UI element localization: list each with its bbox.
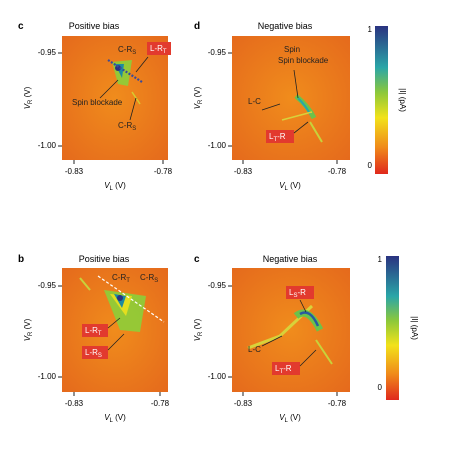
arrow-spin-blockade	[99, 79, 119, 99]
arrow-ls-r	[299, 299, 307, 313]
label-c-rs: C-RS	[140, 273, 158, 284]
label-l-c: L-C	[248, 345, 261, 354]
label-c-rs-bottom: C-RS	[118, 121, 136, 132]
arrow-lt-r	[299, 349, 317, 367]
panel-title: Negative bias	[263, 254, 318, 264]
arrow-l-c	[261, 103, 281, 111]
peak-spot	[117, 295, 123, 301]
x-axis-label: VL (V)	[104, 413, 126, 424]
panel-title: Positive bias	[79, 254, 130, 264]
y-tick-label: -1.00	[208, 372, 227, 381]
y-tick-label: -0.95	[208, 281, 227, 290]
x-tick-label: -0.78	[151, 399, 170, 408]
label-box-lt-r	[266, 130, 294, 143]
label-l-rs: L-RS	[85, 348, 102, 359]
x-tick-label: -0.78	[154, 167, 173, 176]
label-spin: Spin	[284, 45, 300, 54]
label-ls-r: LS-R	[289, 288, 306, 299]
panel-top-left: c Positive bias C-RS L-RT Spin blockade …	[18, 21, 173, 192]
colorbar-min: 0	[368, 161, 373, 170]
panel-title: Negative bias	[258, 21, 313, 31]
panel-letter: c	[194, 254, 200, 265]
x-tick-label: -0.78	[328, 167, 347, 176]
heatmap-background	[62, 268, 168, 392]
panel-top-right: d Negative bias Spin Spin blockade L-C L…	[193, 21, 350, 192]
x-tick-label: -0.83	[65, 167, 84, 176]
y-tick-label: -1.00	[208, 141, 227, 150]
high-current-line	[299, 311, 320, 327]
label-l-rt: L-RT	[150, 44, 167, 55]
colorbar-label: |I| (pA)	[398, 88, 407, 112]
label-c-rt: C-RT	[112, 273, 130, 284]
label-spin-blockade: Spin blockade	[278, 56, 329, 65]
colorbar	[375, 26, 388, 174]
arrow-l-rt	[107, 317, 121, 329]
y-axis-label: VR (V)	[193, 86, 204, 109]
panel-bottom-right: c Negative bias LS-R L-C LT-R -0.95 -1.0…	[193, 254, 350, 424]
colorbar-bottom: 1 0 |I| (pA)	[378, 255, 419, 400]
label-c-rs-top: C-RS	[118, 45, 136, 56]
faint-line	[79, 277, 91, 291]
x-tick-label: -0.83	[234, 399, 253, 408]
heatmap-background	[62, 36, 168, 160]
panel-title: Positive bias	[69, 21, 120, 31]
faint-line	[315, 339, 333, 365]
arrow-lt-r	[293, 121, 309, 134]
label-box-ls-r	[286, 286, 314, 299]
label-box-lt-r	[272, 362, 300, 375]
y-axis-label: VR (V)	[193, 318, 204, 341]
dashed-guide	[97, 275, 165, 323]
label-lt-r: LT-R	[275, 364, 292, 375]
colorbar-max: 1	[368, 25, 373, 34]
label-spin-blockade: Spin blockade	[72, 98, 123, 107]
label-lt-r: LT-R	[269, 132, 286, 143]
panel-letter: b	[18, 254, 24, 265]
y-tick-label: -1.00	[38, 141, 57, 150]
panel-bottom-left: b Positive bias C-RT C-RS L-RT L-RS -0.9…	[18, 254, 170, 424]
y-axis-label: VR (V)	[23, 318, 34, 341]
y-tick-label: -0.95	[38, 281, 57, 290]
arrow-c-rs-bottom	[129, 97, 137, 121]
arrow-l-rs	[107, 333, 125, 351]
x-axis-label: VL (V)	[104, 181, 126, 192]
label-l-rt: L-RT	[85, 326, 102, 337]
y-tick-label: -1.00	[38, 372, 57, 381]
panel-letter: c	[18, 21, 24, 32]
label-box-l-rt	[82, 324, 108, 337]
x-axis-label: VL (V)	[279, 413, 301, 424]
panel-letter: d	[194, 21, 200, 32]
y-axis-label: VR (V)	[23, 86, 34, 109]
x-tick-label: -0.83	[65, 399, 84, 408]
label-l-c: L-C	[248, 97, 261, 106]
x-tick-label: -0.83	[234, 167, 253, 176]
colorbar	[386, 256, 399, 400]
arrow-l-rt	[135, 56, 149, 73]
arrow-spin-blockade	[293, 69, 299, 99]
x-tick-label: -0.78	[328, 399, 347, 408]
label-box-l-rs	[82, 346, 108, 359]
x-axis-label: VL (V)	[279, 181, 301, 192]
colorbar-label: |I| (pA)	[410, 316, 419, 340]
y-tick-label: -0.95	[208, 48, 227, 57]
y-tick-label: -0.95	[38, 48, 57, 57]
faint-line	[309, 121, 323, 143]
label-box-l-rt	[147, 42, 171, 55]
arrow-l-c	[261, 335, 283, 347]
faint-line	[281, 111, 313, 121]
colorbar-max: 1	[378, 255, 383, 264]
colorbar-min: 0	[378, 383, 383, 392]
colorbar-top: 1 0 |I| (pA)	[368, 25, 407, 174]
